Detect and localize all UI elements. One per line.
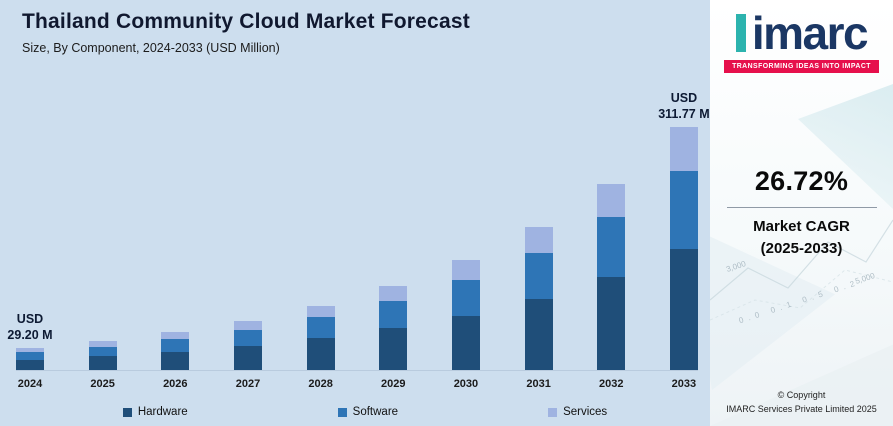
bar-segment-software	[306, 317, 335, 339]
x-axis-label-2026: 2026	[163, 378, 188, 390]
plot-area: USD 29.20 M 2024 2025 2026 2027 2028 2029 2030 20…	[7, 90, 709, 391]
bar-segment-software	[233, 329, 262, 346]
bar-segment-software	[451, 280, 480, 316]
legend-swatch-icon	[548, 407, 558, 417]
imarc-logo-text: imarc	[751, 7, 869, 59]
bar-stack	[233, 320, 262, 371]
copyright: © Copyright IMARC Services Private Limit…	[710, 389, 893, 416]
bar-segment-services	[306, 305, 335, 318]
bar-segment-hardware	[669, 249, 698, 371]
bar-stack	[451, 260, 480, 371]
legend-item-software: Software	[337, 406, 399, 418]
legend-item-hardware: Hardware	[122, 406, 188, 418]
imarc-logo-teal-bar-icon	[735, 14, 746, 52]
x-axis-label-2027: 2027	[235, 378, 261, 390]
cagr-label-line2: (2025-2033)	[760, 239, 843, 257]
legend-label: Hardware	[137, 406, 188, 418]
bar-stack	[16, 348, 44, 371]
bar-segment-hardware	[161, 351, 190, 371]
bar-segment-services	[161, 332, 190, 340]
bar-segment-software	[16, 352, 44, 360]
bar-stack	[88, 341, 117, 371]
legend-item-services: Services	[548, 406, 607, 418]
bar-stack	[306, 305, 335, 371]
cagr-block: 26.72% Market CAGR (2025-2033)	[710, 166, 893, 260]
bar-group-2029: 2029	[379, 90, 408, 390]
imarc-tagline: TRANSFORMING IDEAS INTO IMPACT	[724, 60, 879, 73]
bar-group-2027: 2027	[233, 90, 262, 390]
bar-group-2032: 2032	[597, 90, 626, 390]
x-axis-label-2025: 2025	[90, 378, 115, 390]
bar-segment-software	[88, 346, 117, 357]
bar-segment-services	[451, 260, 480, 281]
imarc-logo-row: imarc	[735, 7, 869, 59]
x-axis-label-2032: 2032	[599, 378, 624, 390]
bar-group-2026: 2026	[161, 90, 190, 390]
copyright-line2: IMARC Services Private Limited 2025	[726, 403, 877, 414]
x-axis-label-2031: 2031	[526, 378, 551, 390]
bar-segment-software	[161, 339, 190, 352]
bar-segment-hardware	[524, 298, 553, 371]
bar-segment-services	[88, 341, 117, 347]
bar-group-2030: 2030	[451, 90, 480, 390]
bar-segment-hardware	[306, 338, 335, 371]
chart-section: Thailand Community Cloud Market Forecast…	[7, 10, 710, 418]
bar-segment-hardware	[16, 359, 44, 371]
bar-segment-hardware	[233, 345, 262, 371]
bar-segment-hardware	[88, 356, 117, 371]
bar-segment-services	[379, 285, 408, 302]
bar-segment-services	[597, 183, 626, 218]
bar-stack	[524, 226, 553, 371]
legend-swatch-icon	[122, 407, 132, 417]
decor-chart-lines	[710, 219, 893, 321]
cagr-value: 26.72%	[754, 166, 849, 196]
value-label-2033: USD 311.77 M	[658, 90, 710, 121]
legend: Hardware Software Services	[20, 406, 710, 418]
x-axis-label-2033: 2033	[671, 378, 697, 390]
bar-segment-hardware	[379, 328, 408, 371]
bar-segment-software	[379, 301, 408, 329]
bar-group-2028: 2028	[306, 90, 335, 390]
bar-segment-services	[16, 348, 44, 353]
imarc-logo: imarc TRANSFORMING IDEAS INTO IMPACT	[710, 10, 893, 73]
bar-stack	[597, 183, 626, 371]
bar-stack	[161, 332, 190, 371]
brand-panel: 3,000 5,000 0.0 0.1 0.5 0.2 imarc TRANSF…	[710, 0, 893, 426]
legend-swatch-icon	[337, 407, 347, 417]
legend-label: Software	[352, 406, 399, 418]
bar-group-2033: USD 311.77 M 2033	[658, 90, 709, 391]
bar-group-2031: 2031	[524, 90, 553, 390]
bar-stack	[669, 127, 698, 371]
x-axis-label-2028: 2028	[308, 378, 333, 390]
legend-label: Services	[563, 406, 608, 418]
value-label-2024: USD 29.20 M	[7, 311, 53, 342]
copyright-line1: © Copyright	[777, 390, 826, 400]
cagr-divider	[726, 207, 877, 208]
bar-segment-services	[524, 226, 553, 253]
x-axis-label-2029: 2029	[381, 378, 406, 390]
bar-stack	[379, 285, 408, 371]
page-subtitle: Size, By Component, 2024-2033 (USD Milli…	[22, 41, 280, 55]
x-axis-label-2024: 2024	[17, 378, 43, 390]
x-axis-baseline	[16, 370, 698, 371]
bar-segment-services	[233, 320, 262, 330]
bar-segment-hardware	[451, 315, 480, 371]
bar-segment-software	[524, 252, 553, 299]
bar-segment-software	[597, 217, 626, 278]
bar-group-2025: 2025	[88, 90, 117, 390]
bar-segment-software	[669, 170, 698, 249]
page-title: Thailand Community Cloud Market Forecast	[22, 10, 470, 33]
bar-group-2024: USD 29.20 M 2024	[7, 90, 52, 390]
bar-segment-hardware	[597, 277, 626, 371]
x-axis-label-2030: 2030	[453, 378, 479, 390]
cagr-label-line1: Market CAGR	[753, 218, 850, 235]
bar-segment-services	[669, 127, 698, 171]
